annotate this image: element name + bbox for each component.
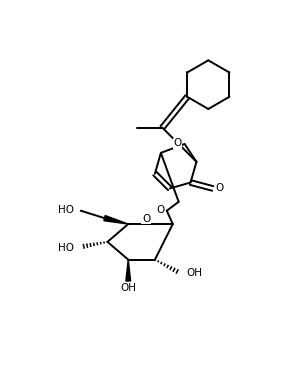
Text: HO: HO bbox=[58, 243, 74, 253]
Polygon shape bbox=[126, 260, 131, 281]
Polygon shape bbox=[104, 216, 128, 224]
Text: O: O bbox=[156, 206, 165, 216]
Text: O: O bbox=[142, 214, 150, 224]
Text: O: O bbox=[173, 138, 181, 148]
Text: O: O bbox=[215, 184, 224, 193]
Text: OH: OH bbox=[120, 283, 136, 293]
Text: HO: HO bbox=[58, 205, 74, 215]
Text: OH: OH bbox=[186, 268, 202, 278]
